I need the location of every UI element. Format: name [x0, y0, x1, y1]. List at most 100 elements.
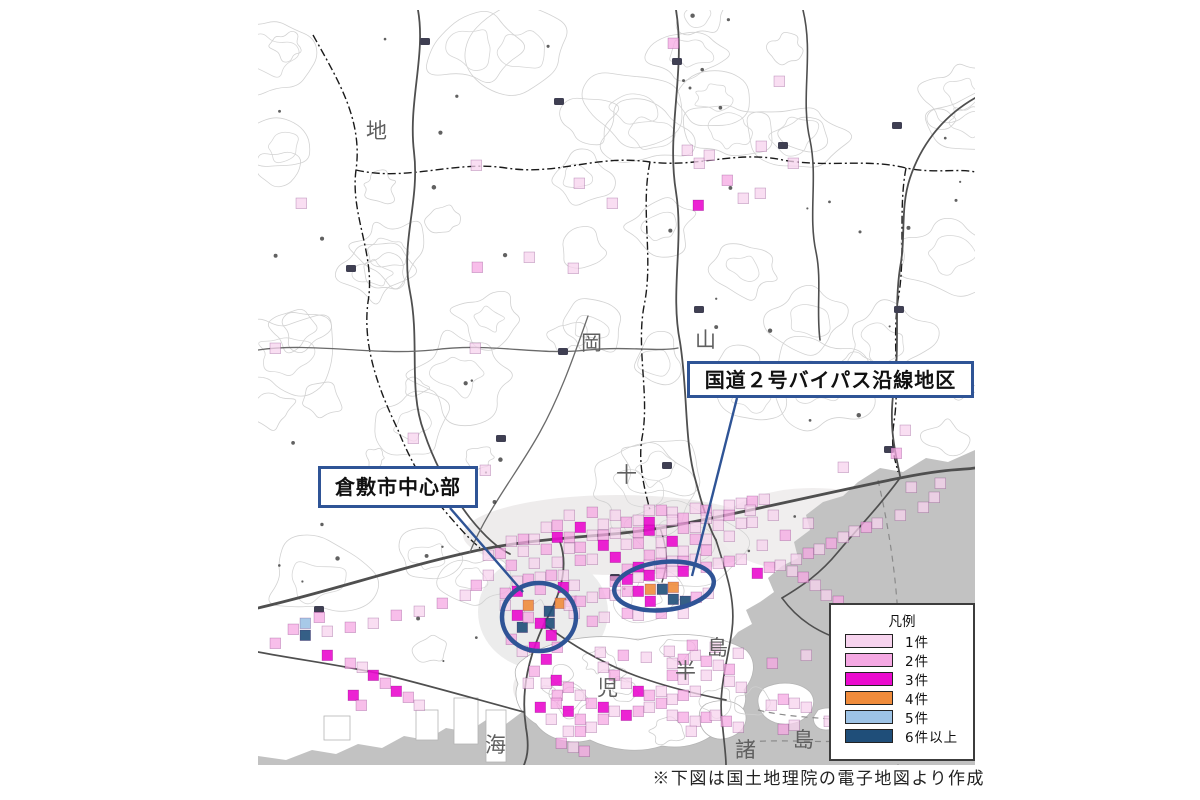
legend-item-label: 2件	[905, 654, 930, 670]
heat-cell-level-3	[632, 585, 644, 597]
heat-cell-level-1	[787, 157, 799, 169]
heat-cell-level-2	[344, 621, 356, 633]
heat-cell-level-1	[700, 669, 712, 681]
heat-cell-level-1	[712, 659, 724, 671]
heat-cell-level-1	[522, 677, 534, 689]
heat-cell-level-1	[774, 559, 786, 571]
heat-cell-level-2	[574, 713, 586, 725]
heat-cell-level-2	[379, 677, 391, 689]
heat-cell-level-2	[677, 512, 689, 524]
heat-cell-level-2	[563, 531, 575, 543]
heat-cell-level-2	[779, 529, 791, 541]
heat-cell-level-1	[666, 514, 678, 526]
heat-cell-level-2	[621, 585, 633, 597]
heat-cell-level-4	[522, 599, 534, 611]
heat-cell-level-1	[767, 509, 779, 521]
legend-item: 1件	[845, 633, 973, 651]
heat-cell-level-3	[540, 653, 552, 665]
heat-cell-level-2	[402, 691, 414, 703]
heat-cell-level-1	[703, 149, 715, 161]
heat-cell-level-2	[574, 725, 586, 737]
heat-cell-level-2	[471, 261, 483, 273]
heat-cell-level-6	[299, 629, 311, 641]
heat-cell-level-1	[568, 579, 580, 591]
ferry-route-dashes	[737, 479, 900, 765]
heat-cell-level-2	[522, 611, 534, 623]
road-network	[258, 10, 975, 765]
heat-cell-level-2	[721, 174, 733, 186]
legend-item-label: 4件	[905, 692, 930, 708]
heat-cell-level-2	[797, 571, 809, 583]
heat-cell-level-1	[848, 525, 860, 537]
heat-cell-level-2	[763, 561, 775, 573]
heat-cell-level-2	[677, 711, 689, 723]
heat-cell-level-1	[773, 75, 785, 87]
heat-cell-level-2	[313, 611, 325, 623]
heat-cell-level-1	[709, 641, 721, 653]
heat-cell-level-1	[540, 677, 552, 689]
legend-item: 2件	[845, 652, 973, 670]
heat-cell-level-1	[469, 342, 481, 354]
heat-cell-level-1	[482, 569, 494, 581]
heat-cell-level-2	[597, 529, 609, 541]
heat-cell-level-1	[765, 699, 777, 711]
heat-cell-level-1	[666, 709, 678, 721]
heat-cell-level-1	[677, 673, 689, 685]
heat-cell-level-3	[367, 669, 379, 681]
heat-cell-level-5	[299, 617, 311, 629]
heat-cell-level-1	[655, 547, 667, 559]
heat-cell-level-1	[640, 651, 652, 663]
heat-cell-level-2	[617, 649, 629, 661]
legend-item-label: 1件	[905, 635, 930, 651]
heat-cell-level-2	[655, 567, 667, 579]
heat-cell-level-1	[934, 477, 946, 489]
heat-cell-level-3	[534, 617, 546, 629]
heat-cell-level-1	[754, 187, 766, 199]
heat-cell-level-1	[655, 524, 667, 536]
heat-cell-level-1	[517, 545, 529, 557]
heat-cell-level-1	[528, 533, 540, 545]
heat-cell-level-1	[413, 605, 425, 617]
heat-cell-level-2	[598, 587, 610, 599]
heat-cell-level-2	[586, 506, 598, 518]
heat-cell-level-1	[786, 565, 798, 577]
heat-cell-level-1	[479, 464, 491, 476]
heat-cell-level-1	[321, 625, 333, 637]
heat-cell-level-2	[585, 697, 597, 709]
heat-cell-level-2	[578, 745, 590, 757]
heat-cell-level-2	[574, 541, 586, 553]
heat-cell-level-1	[459, 589, 471, 601]
heat-cell-level-1	[790, 553, 802, 565]
heat-cell-level-1	[609, 509, 621, 521]
heat-cell-level-3	[620, 709, 632, 721]
heat-cell-level-2	[777, 693, 789, 705]
heat-cell-level-2	[655, 504, 667, 516]
heat-cell-level-1	[643, 701, 655, 713]
heat-cell-level-3	[534, 701, 546, 713]
heat-cell-level-1	[586, 553, 598, 565]
heat-cell-level-3	[644, 595, 656, 607]
heat-cell-level-3	[551, 531, 563, 543]
place-label: 海	[485, 733, 506, 757]
heat-cell-level-1	[563, 509, 575, 521]
heat-cell-level-1	[689, 685, 701, 697]
heat-cell-level-2	[860, 521, 872, 533]
place-label: 山	[695, 328, 716, 352]
legend-item-label: 3件	[905, 673, 930, 689]
heat-cell-level-2	[677, 653, 689, 665]
heat-cell-level-1	[594, 646, 606, 658]
heat-cell-level-1	[666, 657, 678, 669]
heat-cell-level-2	[436, 597, 448, 609]
legend: 凡例 1件 2件 3件 4件 5件 6件以上	[829, 603, 975, 761]
heatmap-cells	[269, 37, 946, 757]
heat-cell-level-3	[562, 705, 574, 717]
heat-cell-level-1	[586, 591, 598, 603]
heat-cell-level-2	[545, 569, 557, 581]
heat-cell-level-1	[905, 481, 917, 493]
heat-cell-level-2	[528, 665, 540, 677]
heat-cell-level-1	[837, 461, 849, 473]
legend-rows: 1件 2件 3件 4件 5件 6件以上	[831, 633, 973, 746]
heat-cell-level-1	[356, 661, 368, 673]
heat-cell-level-1	[407, 432, 419, 444]
heat-cell-level-3	[321, 649, 333, 661]
